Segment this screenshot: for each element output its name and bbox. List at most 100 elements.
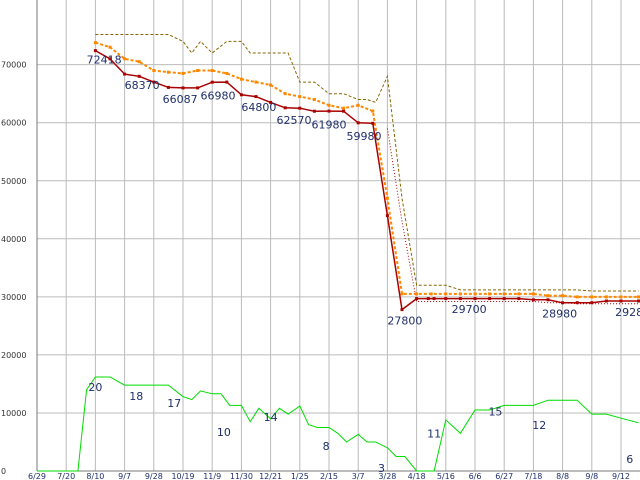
data-point-average: [356, 103, 360, 107]
data-label: 17: [167, 397, 181, 410]
series-line-price: [95, 49, 639, 311]
data-point-average: [93, 41, 97, 45]
data-point-price: [283, 106, 287, 110]
data-point-average: [312, 98, 316, 101]
data-label: 59980: [347, 130, 382, 143]
data-point-price: [254, 95, 258, 99]
x-tick-label: 4/18: [408, 472, 426, 480]
data-point-price: [415, 297, 419, 301]
data-point-price: [371, 121, 375, 125]
x-tick-label: 5/16: [437, 472, 455, 480]
y-tick-label: 20000: [1, 351, 26, 360]
data-label: 28980: [542, 308, 577, 321]
data-label: 68370: [125, 79, 160, 92]
x-tick-label: 1/25: [291, 472, 309, 480]
data-point-price: [166, 85, 170, 89]
x-tick-label: 9/7: [118, 472, 131, 480]
data-point-average: [327, 103, 331, 107]
data-point-average: [196, 69, 200, 72]
data-label: 8: [323, 440, 330, 453]
x-tick-label: 12/21: [259, 472, 282, 480]
data-point-price: [619, 299, 623, 303]
data-label: 29280: [615, 306, 640, 319]
data-label: 29700: [452, 303, 487, 316]
data-point-price: [269, 100, 273, 104]
data-point-price: [356, 121, 360, 125]
data-point-average: [473, 292, 477, 296]
data-point-price: [432, 297, 436, 301]
x-tick-label: 2/15: [320, 472, 338, 480]
data-point-average: [619, 295, 623, 299]
data-point-average: [400, 292, 404, 296]
data-label: 3: [378, 462, 385, 475]
data-point-price: [342, 109, 346, 113]
data-point-price: [385, 214, 389, 218]
data-point-average: [561, 294, 565, 298]
x-tick-label: 11/9: [203, 472, 221, 480]
data-point-average: [546, 294, 550, 298]
data-label: 66980: [201, 89, 236, 102]
series-line-lower: [386, 128, 639, 305]
data-label: 14: [264, 411, 278, 424]
data-point-average: [458, 292, 462, 296]
x-tick-label: 11/30: [230, 472, 253, 480]
data-point-price: [473, 297, 477, 301]
data-point-average: [590, 295, 594, 299]
y-tick-label: 0: [1, 467, 6, 476]
data-point-price: [502, 297, 506, 301]
data-point-price: [604, 299, 608, 303]
data-label: 61980: [312, 119, 347, 132]
series-line-average: [95, 41, 639, 298]
data-label: 64800: [241, 101, 276, 114]
x-tick-label: 10/19: [171, 472, 194, 480]
data-point-average: [604, 295, 608, 299]
x-tick-label: 8/8: [556, 472, 569, 480]
series-line-upper: [95, 34, 639, 292]
data-label: 18: [129, 390, 143, 403]
x-tick-label: 9/12: [612, 472, 630, 480]
data-point-price: [312, 109, 316, 113]
data-point-average: [254, 80, 258, 84]
data-point-price: [488, 297, 492, 301]
x-tick-label: 3/28: [378, 472, 396, 480]
data-point-price: [93, 49, 97, 53]
data-point-price: [517, 297, 521, 301]
data-point-average: [415, 292, 419, 296]
data-point-average: [298, 95, 302, 99]
x-tick-label: 9/8: [585, 472, 598, 480]
data-point-average: [181, 71, 185, 75]
x-tick-label: 3/7: [352, 472, 365, 480]
data-point-average: [166, 70, 170, 74]
data-point-average: [429, 292, 433, 296]
x-tick-label: 7/20: [57, 472, 75, 480]
data-point-average: [210, 69, 214, 72]
x-tick-label: 6/29: [28, 472, 46, 480]
data-point-price: [444, 297, 448, 301]
x-tick-label: 7/18: [524, 472, 542, 480]
x-tick-label: 6/27: [495, 472, 513, 480]
series-line-count: [37, 376, 639, 472]
data-point-price: [590, 301, 594, 305]
x-tick-label: 9/28: [145, 472, 163, 480]
data-label: 12: [532, 419, 546, 432]
data-label: 27800: [387, 315, 422, 328]
x-tick-label: 6/6: [469, 472, 482, 480]
data-label: 20: [88, 381, 102, 394]
data-point-average: [517, 292, 521, 296]
x-tick-label: 8/10: [86, 472, 104, 480]
y-tick-label: 30000: [1, 293, 26, 302]
data-point-average: [637, 295, 640, 299]
data-point-average: [239, 77, 243, 81]
data-point-average: [152, 69, 156, 72]
data-point-average: [488, 292, 492, 296]
data-label: 15: [488, 405, 502, 418]
data-point-price: [637, 299, 640, 303]
data-point-average: [283, 92, 287, 96]
data-point-price: [575, 301, 579, 305]
data-point-price: [400, 308, 404, 312]
data-point-price: [123, 72, 127, 76]
y-tick-label: 70000: [1, 61, 26, 70]
data-point-price: [298, 106, 302, 110]
data-point-average: [502, 292, 506, 296]
